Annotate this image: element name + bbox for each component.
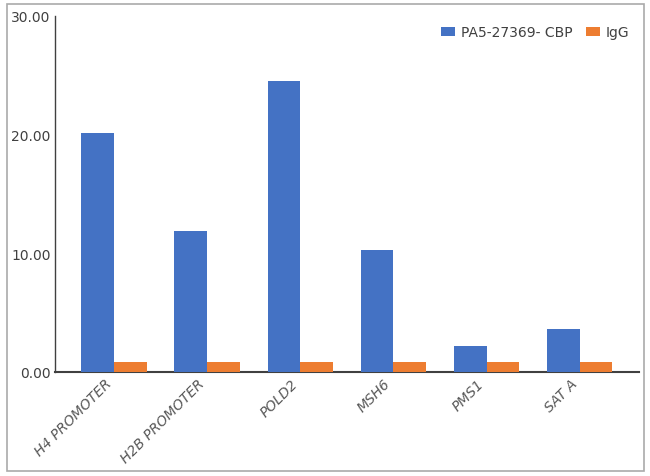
Bar: [393, 363, 426, 372]
Bar: [361, 250, 393, 372]
Bar: [81, 134, 114, 372]
Bar: [580, 363, 612, 372]
Bar: [207, 363, 240, 372]
Bar: [174, 231, 207, 372]
Bar: [114, 363, 146, 372]
Legend: PA5-27369- CBP, IgG: PA5-27369- CBP, IgG: [438, 23, 632, 43]
Bar: [547, 329, 580, 372]
Bar: [268, 82, 300, 372]
Bar: [454, 346, 487, 372]
Bar: [300, 363, 333, 372]
Bar: [487, 363, 519, 372]
